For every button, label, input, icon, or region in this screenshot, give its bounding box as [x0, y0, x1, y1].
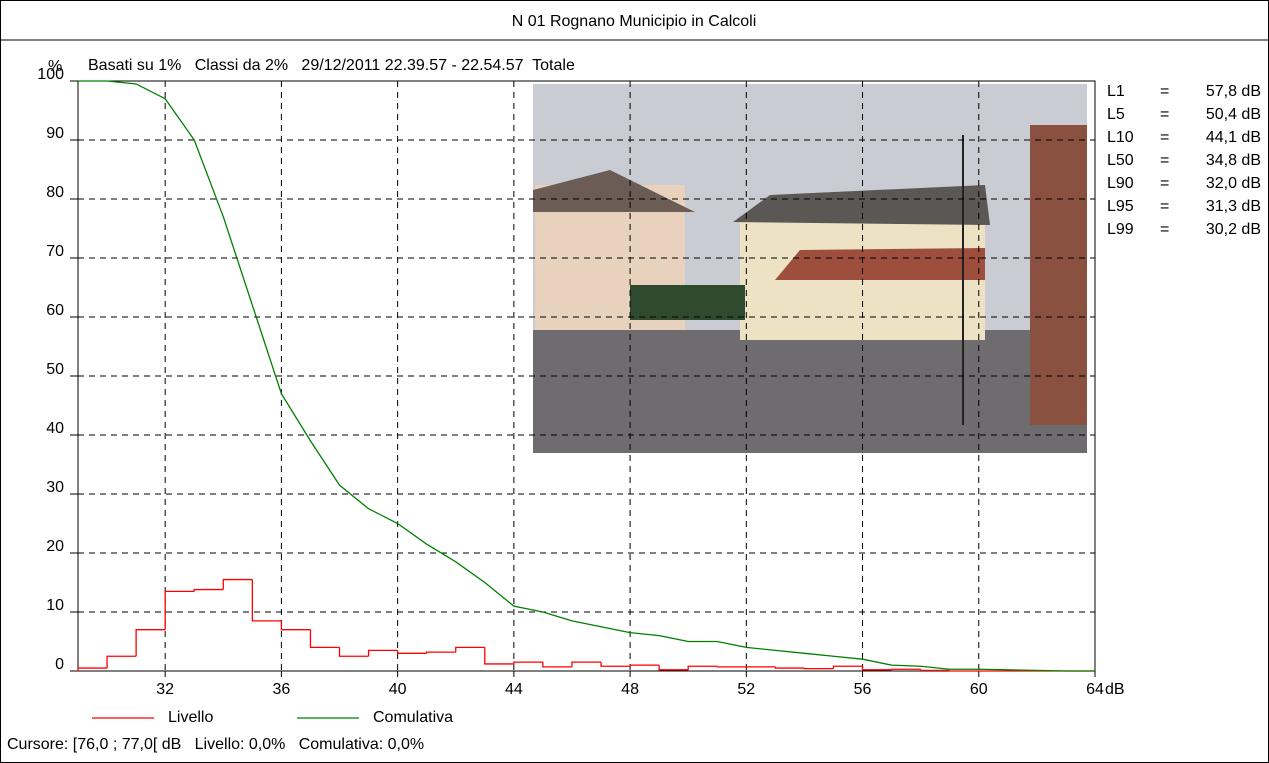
stat-sep: = [1160, 175, 1169, 192]
histogram-step [774, 666, 805, 669]
stat-value: 31,3 dB [1206, 198, 1261, 215]
y-tick-label: 10 [46, 597, 64, 614]
legend-label: Livello [168, 709, 213, 726]
histogram-step [629, 664, 660, 667]
x-tick-label: 44 [505, 681, 523, 698]
histogram-step [135, 629, 166, 657]
stat-value: 30,2 dB [1206, 221, 1261, 238]
stat-name: L90 [1107, 175, 1134, 192]
cursor-readout: Cursore: [76,0 ; 77,0[ dB Livello: 0,0% … [7, 736, 424, 753]
stat-value: 50,4 dB [1206, 106, 1261, 123]
x-tick-label: 48 [621, 681, 639, 698]
y-tick-label: 90 [46, 125, 64, 142]
stat-name: L10 [1107, 129, 1134, 146]
y-tick-label: 0 [55, 656, 64, 673]
stat-sep: = [1160, 152, 1169, 169]
photo-roof [533, 170, 695, 212]
histogram-step [309, 629, 340, 649]
stat-name: L5 [1107, 106, 1125, 123]
photo-hedge [630, 285, 745, 320]
x-axis-label: dB [1105, 681, 1125, 698]
histogram-step [658, 665, 689, 671]
histogram-step [513, 661, 543, 664]
y-tick-label: 40 [46, 420, 64, 437]
y-axis-label: % [48, 58, 62, 75]
stat-sep: = [1160, 129, 1169, 146]
stat-sep: = [1160, 221, 1169, 238]
histogram-step [687, 665, 718, 670]
histogram-step [571, 661, 602, 667]
photo-roof [733, 185, 990, 225]
y-tick-label: 30 [46, 479, 64, 496]
stat-value: 57,8 dB [1206, 83, 1261, 100]
y-tick-label: 20 [46, 538, 64, 555]
stat-value: 34,8 dB [1206, 152, 1261, 169]
x-tick-label: 32 [156, 681, 174, 698]
x-tick-label: 64 [1086, 681, 1104, 698]
histogram-step [861, 666, 892, 671]
histogram-step [426, 651, 456, 654]
stat-name: L50 [1107, 152, 1134, 169]
legend-label: Comulativa [373, 709, 453, 726]
histogram-step [396, 650, 427, 654]
x-tick-label: 52 [737, 681, 755, 698]
x-tick-label: 36 [273, 681, 291, 698]
stat-name: L1 [1107, 83, 1125, 100]
photo-roof [775, 248, 985, 280]
stat-name: L95 [1107, 198, 1134, 215]
cumulative-line [78, 80, 1095, 672]
histogram-step [920, 669, 950, 672]
histogram-step [106, 655, 137, 669]
stat-sep: = [1160, 83, 1169, 100]
photo-road [533, 330, 1087, 453]
y-tick-label: 50 [46, 361, 64, 378]
x-tick-label: 40 [389, 681, 407, 698]
histogram-step [367, 649, 398, 657]
histogram-step [455, 646, 485, 653]
histogram-step [193, 588, 224, 592]
histogram-step [164, 590, 195, 630]
y-tick-label: 60 [46, 302, 64, 319]
histogram-step [600, 662, 631, 667]
stat-sep: = [1160, 198, 1169, 215]
histogram-step [251, 579, 282, 622]
stat-sep: = [1160, 106, 1169, 123]
photo-building [1030, 125, 1087, 425]
histogram-step [338, 647, 369, 657]
chart-title: N 01 Rognano Municipio in Calcoli [512, 13, 757, 30]
histogram-step [832, 665, 863, 669]
histogram-step [949, 670, 979, 672]
histogram-step [716, 666, 747, 668]
x-tick-label: 60 [970, 681, 988, 698]
histogram-step [222, 578, 253, 590]
photo [533, 84, 1087, 453]
histogram-step [803, 667, 834, 670]
histogram-step [542, 662, 572, 668]
y-tick-label: 100 [37, 66, 64, 83]
histogram-step [77, 667, 108, 671]
y-tick-label: 70 [46, 243, 64, 260]
stat-value: 32,0 dB [1206, 175, 1261, 192]
stat-name: L99 [1107, 221, 1134, 238]
y-tick-label: 80 [46, 184, 64, 201]
histogram-step [484, 647, 514, 665]
x-tick-label: 56 [854, 681, 872, 698]
histogram-step [890, 668, 921, 670]
subtitle: Basati su 1% Classi da 2% 29/12/2011 22.… [88, 57, 575, 74]
histogram-step [280, 620, 311, 631]
stat-value: 44,1 dB [1206, 129, 1261, 146]
